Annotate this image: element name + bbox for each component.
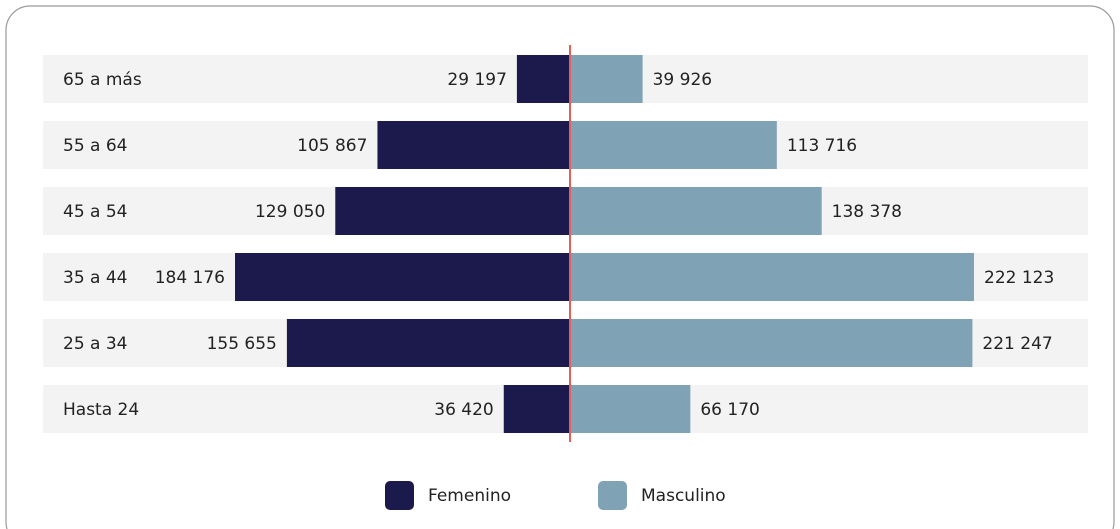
legend-label: Masculino — [641, 486, 726, 506]
legend-swatch — [385, 481, 414, 510]
category-label: Hasta 24 — [63, 400, 139, 420]
legend-swatch — [598, 481, 627, 510]
value-label: 29 197 — [447, 70, 506, 90]
value-label: 138 378 — [832, 202, 902, 222]
bar — [570, 385, 691, 433]
bar — [570, 253, 974, 301]
category-label: 45 a 54 — [63, 202, 128, 222]
value-label: 39 926 — [653, 70, 712, 90]
bar — [570, 319, 973, 367]
bar — [570, 187, 822, 235]
category-label: 25 a 34 — [63, 334, 128, 354]
bar — [503, 385, 570, 433]
category-label: 65 a más — [63, 70, 142, 90]
bar — [377, 121, 570, 169]
bar — [286, 319, 570, 367]
category-label: 35 a 44 — [63, 268, 128, 288]
bar — [570, 121, 777, 169]
value-label: 36 420 — [434, 400, 493, 420]
category-label: 55 a 64 — [63, 136, 128, 156]
value-label: 66 170 — [700, 400, 759, 420]
bar — [235, 253, 570, 301]
value-label: 155 655 — [207, 334, 277, 354]
bar — [570, 55, 643, 103]
value-label: 129 050 — [255, 202, 325, 222]
value-label: 113 716 — [787, 136, 857, 156]
bar — [516, 55, 570, 103]
value-label: 184 176 — [155, 268, 225, 288]
value-label: 222 123 — [984, 268, 1054, 288]
bar — [335, 187, 570, 235]
legend-label: Femenino — [428, 486, 511, 506]
value-label: 105 867 — [297, 136, 367, 156]
value-label: 221 247 — [982, 334, 1052, 354]
